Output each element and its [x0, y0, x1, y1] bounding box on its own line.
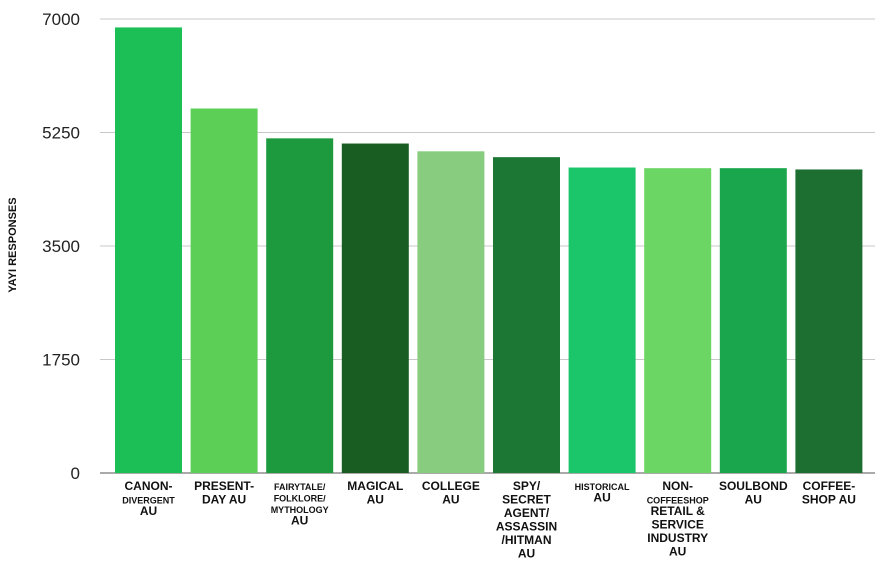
bar: [115, 27, 182, 474]
x-category-label: COFFEE-SHOP AU: [802, 479, 856, 507]
x-category-label: COLLEGE AU: [422, 479, 480, 507]
y-tick-label: 3500: [42, 237, 80, 256]
x-category-label: PRESENT-DAY AU: [194, 479, 254, 507]
bars: [115, 27, 863, 474]
bar: [568, 167, 636, 473]
y-tick-label: 7000: [42, 10, 80, 29]
x-category-label: CANON-DIVERGENT AU: [122, 479, 175, 518]
x-category-label: HISTORICAL AU: [575, 482, 630, 505]
y-axis-ticks: 0 1750 3500 5250 7000: [42, 10, 80, 483]
y-axis-label: YAYI RESPONSES: [7, 197, 19, 292]
bar: [493, 157, 560, 473]
x-category-label: SOULBOND AU: [719, 479, 788, 507]
y-tick-label: 0: [71, 464, 80, 483]
bar: [341, 143, 409, 474]
x-axis-category-labels: CANON-DIVERGENT AU PRESENT-DAY AU FAIRYTALE…: [122, 479, 856, 561]
bar: [190, 108, 258, 473]
bar: [417, 151, 485, 473]
x-category-label: SPY/SECRET AGENT/ASSASSIN/HITMAN AU: [496, 479, 557, 561]
bar: [719, 168, 787, 473]
y-tick-label: 1750: [42, 351, 80, 370]
y-tick-label: 5250: [42, 124, 80, 143]
x-category-label: MAGICAL AU: [347, 479, 403, 507]
bar: [266, 138, 334, 473]
bar: [644, 168, 712, 473]
x-category-label: NON-COFFEESHOP RETAIL & SERVICE INDUSTRY AU: [647, 479, 709, 559]
bar: [795, 169, 863, 473]
x-category-label: FAIRYTALE/FOLKLORE/MYTHOLOGY AU: [271, 482, 329, 528]
